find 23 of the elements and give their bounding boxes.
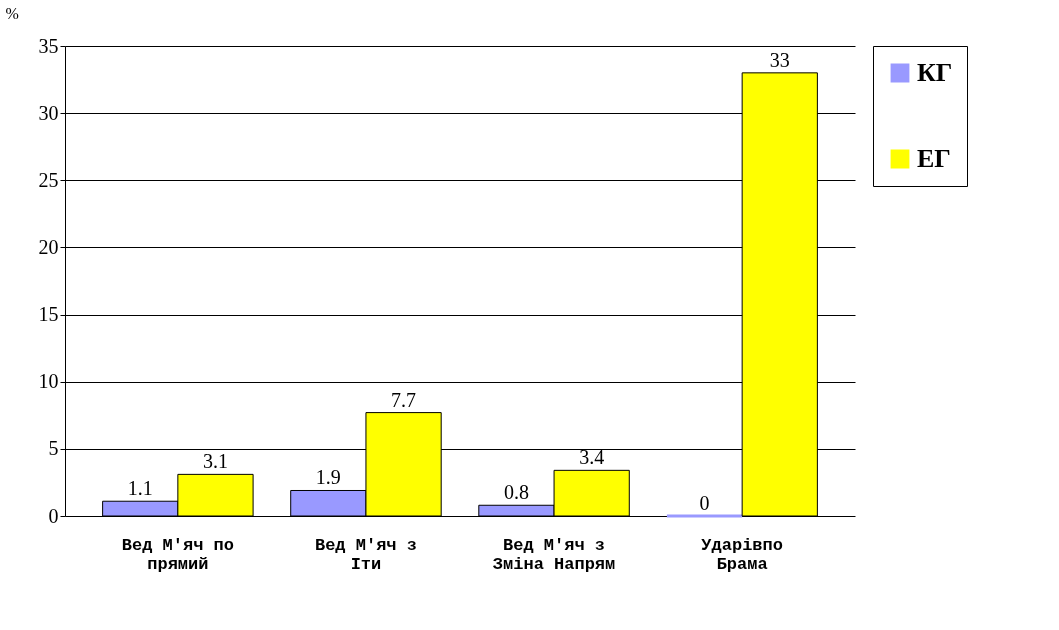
data-label: 3.1 [202, 450, 228, 473]
legend-label: КГ [917, 58, 953, 87]
legend-label: ЕГ [917, 144, 951, 173]
data-label: 0.8 [503, 481, 529, 504]
y-tick-label: 10 [38, 370, 59, 393]
data-label: 3.4 [579, 446, 605, 469]
y-tick-label: 20 [38, 235, 59, 258]
y-tick-label: 5 [48, 437, 59, 460]
data-label: 1.9 [315, 466, 341, 489]
x-tick-label: Ударівпо Брама [701, 535, 783, 574]
y-tick-label: 0 [48, 504, 59, 527]
data-label: 7.7 [391, 388, 417, 411]
y-tick-label: 25 [38, 168, 59, 191]
x-tick-label: Вед М'яч з Зміна Напрям [492, 535, 616, 574]
data-label: 33 [769, 48, 790, 71]
y-tick-label: 35 [38, 34, 59, 57]
y-axis-title: % [5, 4, 19, 22]
y-tick-label: 30 [38, 101, 59, 124]
data-label: 0 [699, 492, 710, 514]
x-tick-label: Вед М'яч по прямий [121, 535, 234, 574]
data-label: 1.1 [127, 477, 153, 500]
y-tick-label: 15 [38, 303, 59, 326]
x-tick-label: Вед М'яч з Іти [314, 535, 417, 574]
